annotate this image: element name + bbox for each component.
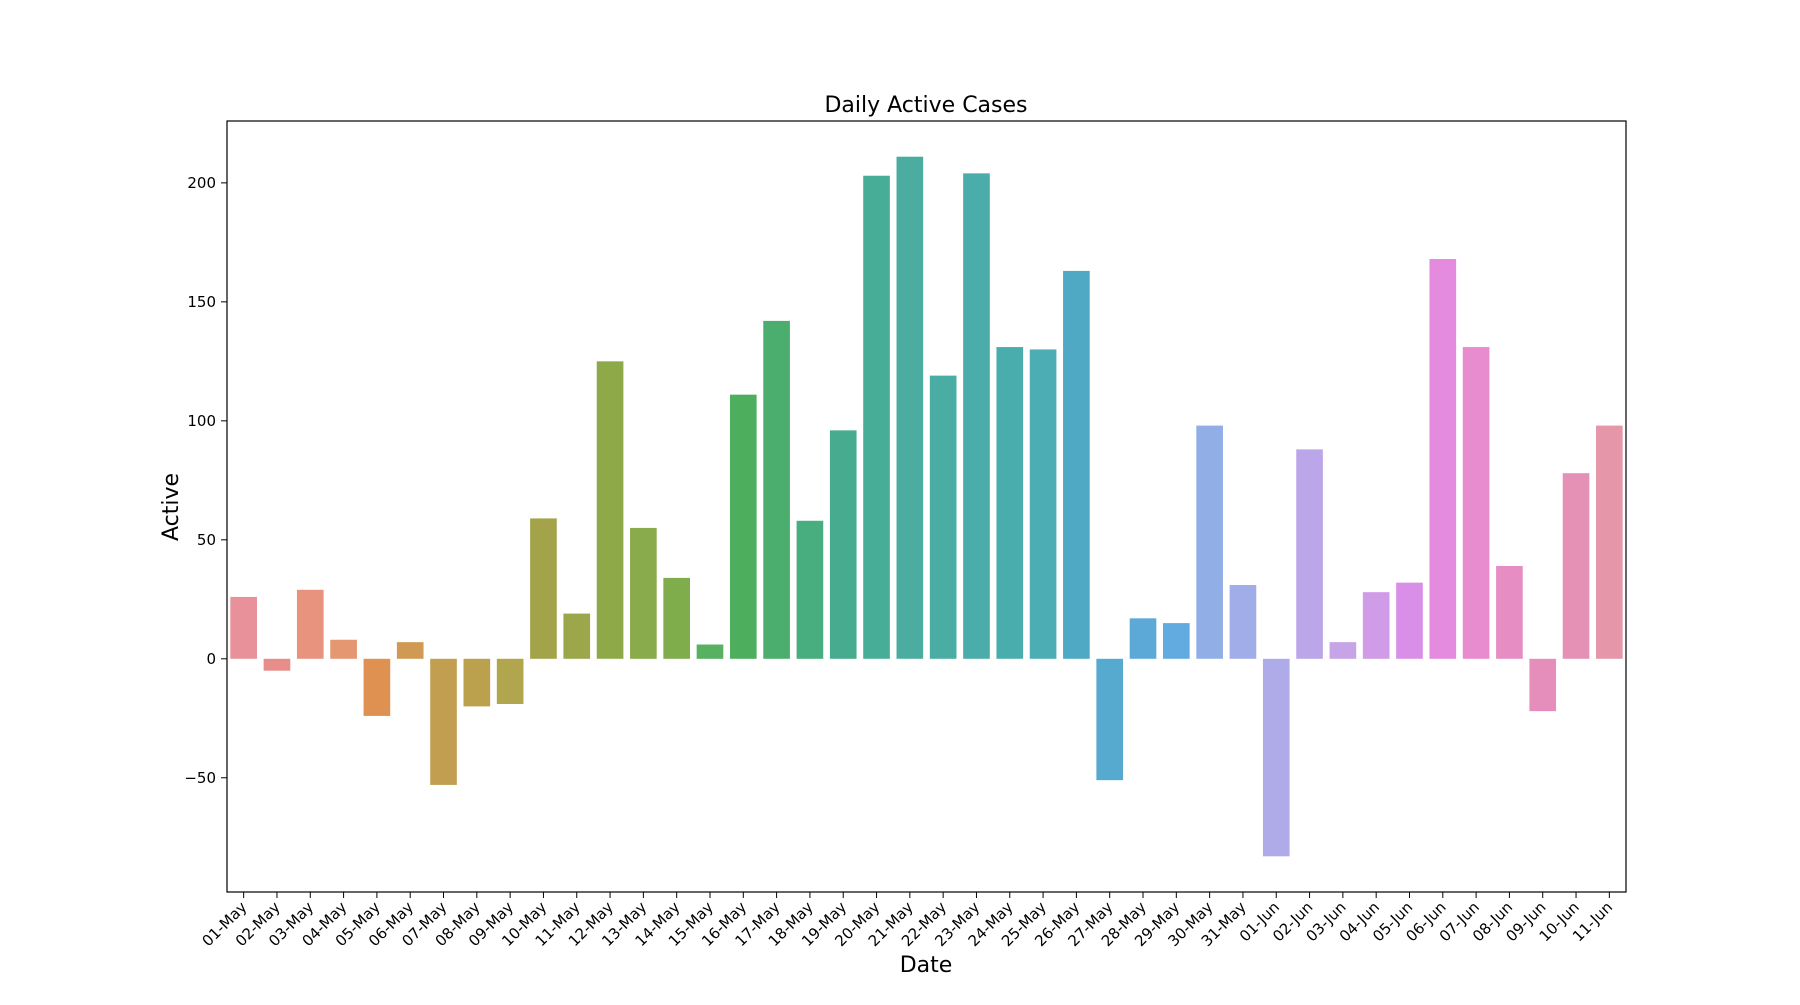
bar-07-Jun xyxy=(1462,347,1490,659)
bar-13-May xyxy=(630,527,657,659)
y-tick-label: 150 xyxy=(187,293,216,311)
bar-12-May xyxy=(596,361,624,659)
bar-01-May xyxy=(230,596,257,659)
bar-29-May xyxy=(1163,623,1190,659)
bar-09-May xyxy=(496,658,524,705)
bar-08-Jun xyxy=(1496,565,1523,659)
bar-09-Jun xyxy=(1529,658,1557,712)
bars-group xyxy=(230,156,1623,857)
bar-18-May xyxy=(796,520,824,659)
y-axis: −50 0 50 100 150 200 xyxy=(184,174,227,787)
bar-05-May xyxy=(363,658,391,716)
bar-07-May xyxy=(430,658,457,785)
bar-11-May xyxy=(563,613,591,659)
bar-03-May xyxy=(296,589,324,659)
bar-01-Jun xyxy=(1262,658,1290,857)
bar-11-Jun xyxy=(1596,425,1623,659)
bar-31-May xyxy=(1229,585,1257,659)
y-axis-label: Active xyxy=(159,473,184,541)
y-tick-label: 100 xyxy=(187,412,216,430)
y-tick-label: −50 xyxy=(184,769,216,787)
bar-22-May xyxy=(929,375,957,659)
bar-05-Jun xyxy=(1396,582,1423,659)
bar-10-May xyxy=(530,518,557,659)
bar-02-Jun xyxy=(1296,449,1323,659)
bar-25-May xyxy=(1029,349,1057,659)
x-axis: 01-May02-May03-May04-May05-May06-May07-M… xyxy=(198,892,1616,950)
plot-frame xyxy=(226,120,1627,893)
bar-08-May xyxy=(463,658,491,707)
bar-16-May xyxy=(729,394,757,659)
bar-30-May xyxy=(1196,425,1223,659)
y-tick-label: 200 xyxy=(187,174,216,192)
bar-02-May xyxy=(263,658,291,671)
bar-27-May xyxy=(1096,658,1124,781)
bar-26-May xyxy=(1063,270,1090,659)
bar-15-May xyxy=(696,644,724,659)
bar-10-Jun xyxy=(1562,473,1590,659)
y-tick-label: 0 xyxy=(206,650,216,668)
bar-06-May xyxy=(396,642,424,659)
bar-24-May xyxy=(996,347,1024,659)
bar-04-Jun xyxy=(1362,592,1390,659)
bar-28-May xyxy=(1129,618,1157,659)
bar-04-May xyxy=(330,639,357,659)
bar-14-May xyxy=(663,577,690,659)
bar-19-May xyxy=(829,430,857,659)
bar-20-May xyxy=(863,175,890,659)
chart-title: Daily Active Cases xyxy=(824,93,1027,118)
bar-03-Jun xyxy=(1329,642,1357,659)
x-axis-label: Date xyxy=(900,953,953,978)
bar-17-May xyxy=(763,320,790,659)
bar-06-Jun xyxy=(1429,259,1457,659)
y-tick-label: 50 xyxy=(197,531,216,549)
bar-21-May xyxy=(896,156,924,659)
bar-23-May xyxy=(963,173,990,659)
